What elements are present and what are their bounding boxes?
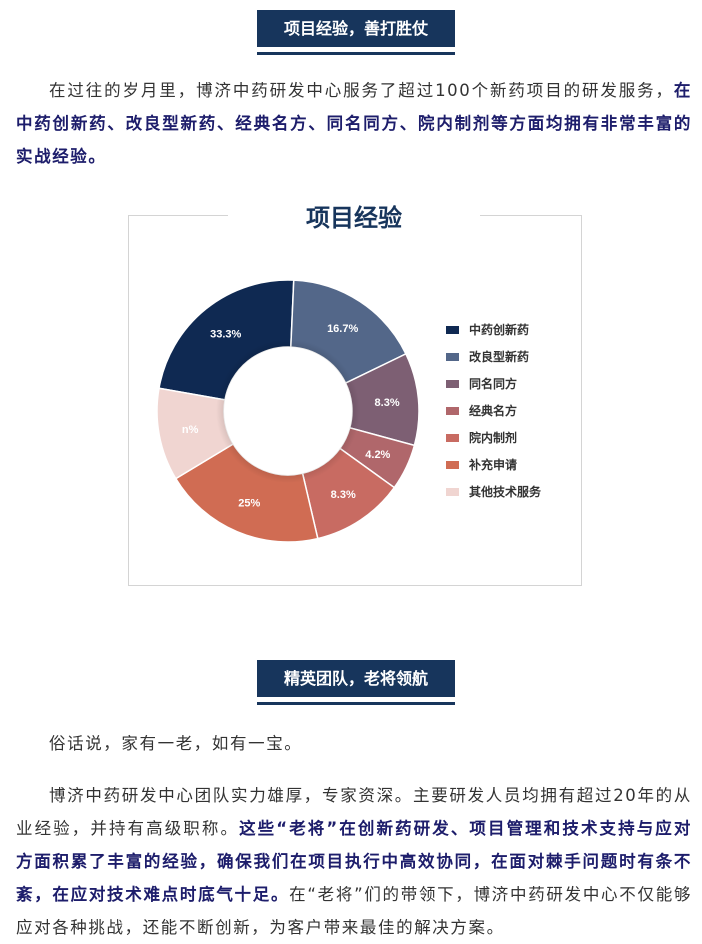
paragraph-segment: 博济中药研发中心团队实力雄厚，专家资深。主要研发人员均拥有超过20年的从业经验，…: [16, 786, 692, 838]
chart-legend: 中药创新药改良型新药同名同方经典名方院内制剂补充申请其他技术服务: [446, 316, 541, 505]
paragraph-segment: 在过往的岁月里，博济中药研发中心服务了超过100个新药项目的研发服务，: [49, 81, 674, 100]
slice-data-label: 8.3%: [331, 489, 356, 501]
legend-item: 经典名方: [446, 397, 541, 424]
legend-item: 补充申请: [446, 451, 541, 478]
section-heading-text: 项目经验，善打胜仗: [257, 10, 455, 47]
team-paragraph: 博济中药研发中心团队实力雄厚，专家资深。主要研发人员均拥有超过20年的从业经验，…: [16, 779, 692, 944]
slice-data-label: 33.3%: [210, 328, 241, 340]
legend-label: 中药创新药: [469, 323, 530, 337]
legend-label: 院内制剂: [469, 431, 518, 445]
slice-data-label: n%: [182, 424, 199, 436]
legend-swatch: [446, 460, 459, 469]
paragraph-segment-bold: 在中药创新药、改良型新药、经典名方、同名同方、院内制剂等方面均拥有非常丰富的实战…: [16, 81, 692, 166]
legend-swatch: [446, 379, 459, 388]
legend-swatch: [446, 433, 459, 442]
legend-label: 同名同方: [469, 377, 518, 391]
legend-label: 其他技术服务: [469, 485, 542, 499]
paragraph-segment-bold: 这些“老将”在创新药研发、项目管理和技术支持与应对方面积累了丰富的经验，确保我们…: [16, 819, 692, 904]
section-heading-team: 精英团队，老将领航: [257, 660, 455, 705]
chart-title: 项目经验: [228, 196, 480, 240]
legend-label: 补充申请: [469, 458, 518, 472]
section-heading-project-experience: 项目经验，善打胜仗: [257, 10, 455, 55]
legend-item: 院内制剂: [446, 424, 541, 451]
section-heading-text: 精英团队，老将领航: [257, 660, 455, 697]
legend-label: 改良型新药: [469, 350, 530, 364]
legend-item: 中药创新药: [446, 316, 541, 343]
legend-swatch: [446, 406, 459, 415]
legend-swatch: [446, 352, 459, 361]
legend-swatch: [446, 325, 459, 334]
slice-data-label: 25%: [238, 498, 260, 510]
legend-item: 改良型新药: [446, 343, 541, 370]
slice-data-label: 8.3%: [375, 397, 400, 409]
intro-paragraph: 在过往的岁月里，博济中药研发中心服务了超过100个新药项目的研发服务，在中药创新…: [16, 74, 692, 173]
legend-item: 其他技术服务: [446, 478, 541, 505]
slice-data-label: 16.7%: [327, 323, 358, 335]
heading-underline: [257, 702, 455, 705]
legend-item: 同名同方: [446, 370, 541, 397]
proverb-paragraph: 俗话说，家有一老，如有一宝。: [49, 734, 303, 753]
legend-swatch: [446, 487, 459, 496]
donut-hole: [224, 347, 352, 475]
slice-data-label: 4.2%: [365, 449, 390, 461]
legend-label: 经典名方: [469, 404, 518, 418]
heading-underline: [257, 52, 455, 55]
